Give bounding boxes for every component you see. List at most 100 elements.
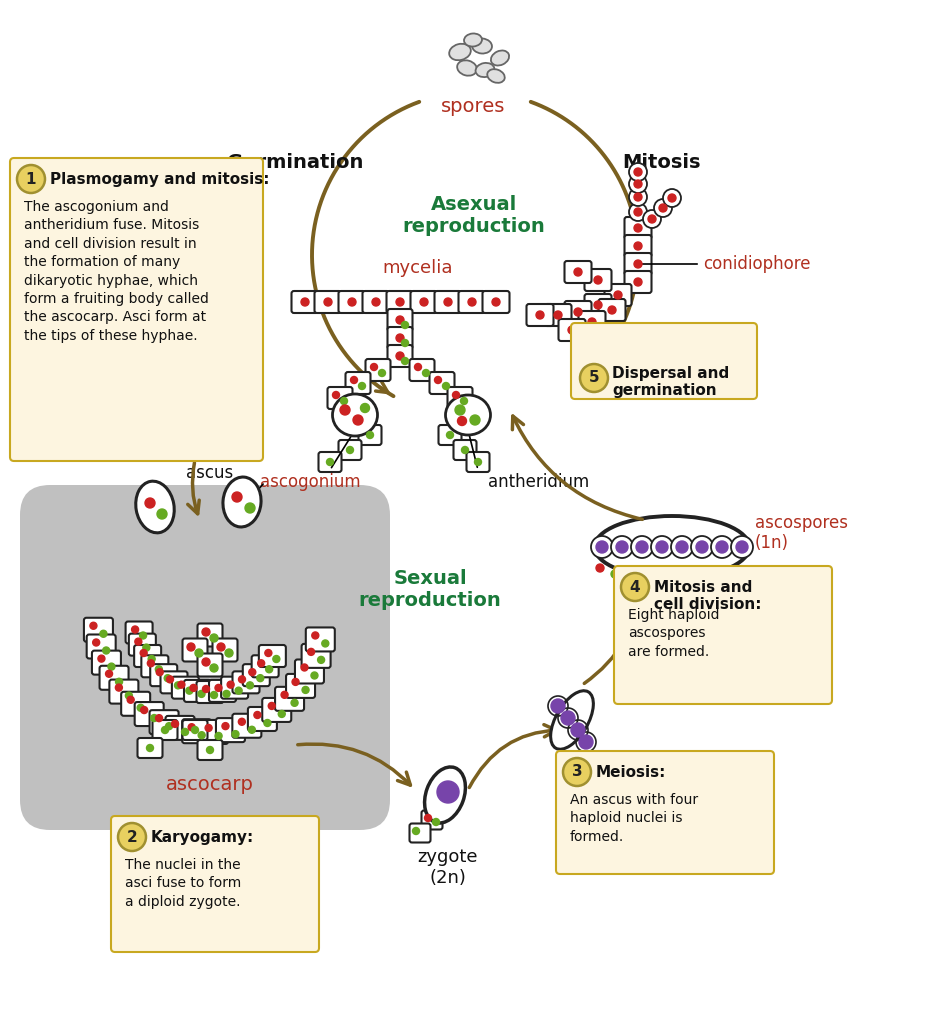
Circle shape bbox=[574, 308, 582, 316]
Circle shape bbox=[140, 707, 148, 714]
Circle shape bbox=[210, 634, 218, 642]
Circle shape bbox=[202, 628, 210, 636]
Circle shape bbox=[115, 684, 122, 691]
FancyBboxPatch shape bbox=[138, 738, 163, 758]
Circle shape bbox=[420, 298, 428, 306]
Text: spores: spores bbox=[441, 97, 505, 116]
Circle shape bbox=[236, 687, 242, 694]
Circle shape bbox=[676, 541, 688, 553]
Circle shape bbox=[691, 536, 713, 558]
FancyBboxPatch shape bbox=[365, 359, 391, 381]
FancyBboxPatch shape bbox=[411, 291, 437, 313]
FancyBboxPatch shape bbox=[584, 294, 611, 316]
Text: An ascus with four
haploid nuclei is
formed.: An ascus with four haploid nuclei is for… bbox=[570, 793, 698, 844]
FancyBboxPatch shape bbox=[625, 271, 652, 293]
Circle shape bbox=[166, 723, 172, 730]
FancyBboxPatch shape bbox=[453, 440, 477, 460]
FancyBboxPatch shape bbox=[466, 452, 490, 472]
Circle shape bbox=[434, 377, 442, 384]
FancyBboxPatch shape bbox=[387, 327, 413, 349]
Circle shape bbox=[462, 446, 468, 454]
Circle shape bbox=[475, 459, 481, 466]
Ellipse shape bbox=[333, 394, 378, 436]
Circle shape bbox=[611, 570, 619, 578]
Text: Sexual
reproduction: Sexual reproduction bbox=[359, 569, 501, 610]
FancyBboxPatch shape bbox=[387, 345, 413, 367]
Ellipse shape bbox=[446, 395, 491, 435]
FancyBboxPatch shape bbox=[544, 304, 572, 326]
FancyBboxPatch shape bbox=[166, 716, 194, 740]
FancyBboxPatch shape bbox=[434, 291, 462, 313]
Circle shape bbox=[187, 643, 195, 651]
FancyBboxPatch shape bbox=[198, 624, 222, 646]
FancyBboxPatch shape bbox=[183, 639, 207, 662]
Circle shape bbox=[222, 723, 229, 730]
Circle shape bbox=[167, 676, 173, 683]
FancyBboxPatch shape bbox=[459, 291, 485, 313]
FancyBboxPatch shape bbox=[221, 677, 248, 698]
FancyBboxPatch shape bbox=[183, 720, 207, 740]
Circle shape bbox=[186, 687, 193, 694]
Circle shape bbox=[100, 630, 107, 637]
Circle shape bbox=[574, 268, 582, 276]
Circle shape bbox=[401, 357, 409, 365]
Circle shape bbox=[340, 397, 348, 404]
Text: 2: 2 bbox=[126, 829, 138, 845]
FancyBboxPatch shape bbox=[109, 680, 138, 703]
Circle shape bbox=[636, 541, 648, 553]
Circle shape bbox=[423, 370, 430, 377]
FancyBboxPatch shape bbox=[111, 816, 319, 952]
Circle shape bbox=[413, 827, 419, 835]
FancyBboxPatch shape bbox=[338, 440, 362, 460]
Circle shape bbox=[202, 658, 210, 666]
Circle shape bbox=[198, 690, 205, 697]
Circle shape bbox=[668, 194, 676, 202]
Circle shape bbox=[254, 712, 261, 719]
Circle shape bbox=[190, 684, 197, 691]
Circle shape bbox=[455, 406, 465, 415]
Circle shape bbox=[257, 675, 264, 682]
FancyBboxPatch shape bbox=[20, 485, 390, 830]
Circle shape bbox=[596, 541, 608, 553]
FancyBboxPatch shape bbox=[233, 714, 261, 737]
Circle shape bbox=[215, 684, 222, 691]
Text: The ascogonium and
antheridium fuse. Mitosis
and cell division result in
the for: The ascogonium and antheridium fuse. Mit… bbox=[24, 200, 209, 343]
Circle shape bbox=[89, 623, 97, 630]
Circle shape bbox=[143, 644, 150, 651]
Circle shape bbox=[108, 664, 115, 670]
Circle shape bbox=[281, 691, 288, 698]
FancyBboxPatch shape bbox=[184, 680, 211, 701]
Circle shape bbox=[291, 699, 298, 707]
FancyBboxPatch shape bbox=[92, 650, 121, 675]
FancyBboxPatch shape bbox=[584, 269, 611, 291]
Circle shape bbox=[634, 260, 642, 268]
Circle shape bbox=[594, 276, 602, 284]
Circle shape bbox=[215, 732, 222, 739]
FancyBboxPatch shape bbox=[338, 291, 365, 313]
Text: ascocarp: ascocarp bbox=[166, 775, 254, 794]
FancyBboxPatch shape bbox=[625, 234, 652, 257]
FancyBboxPatch shape bbox=[182, 719, 211, 743]
Circle shape bbox=[443, 383, 449, 389]
FancyBboxPatch shape bbox=[199, 720, 228, 744]
FancyBboxPatch shape bbox=[564, 261, 592, 283]
Circle shape bbox=[106, 671, 112, 677]
Circle shape bbox=[210, 664, 218, 672]
Circle shape bbox=[138, 705, 144, 712]
Circle shape bbox=[238, 676, 246, 683]
FancyBboxPatch shape bbox=[198, 740, 222, 760]
FancyBboxPatch shape bbox=[209, 680, 236, 701]
Circle shape bbox=[452, 391, 460, 398]
Text: Germination: Germination bbox=[227, 154, 364, 172]
Circle shape bbox=[629, 188, 647, 206]
Circle shape bbox=[616, 541, 628, 553]
Circle shape bbox=[327, 459, 333, 466]
Circle shape bbox=[359, 383, 365, 389]
FancyBboxPatch shape bbox=[410, 823, 430, 843]
Ellipse shape bbox=[476, 62, 495, 77]
Circle shape bbox=[608, 306, 616, 314]
Circle shape bbox=[347, 446, 353, 454]
Circle shape bbox=[629, 175, 647, 193]
Text: ascospores
(1n): ascospores (1n) bbox=[755, 514, 848, 552]
Ellipse shape bbox=[472, 39, 492, 53]
